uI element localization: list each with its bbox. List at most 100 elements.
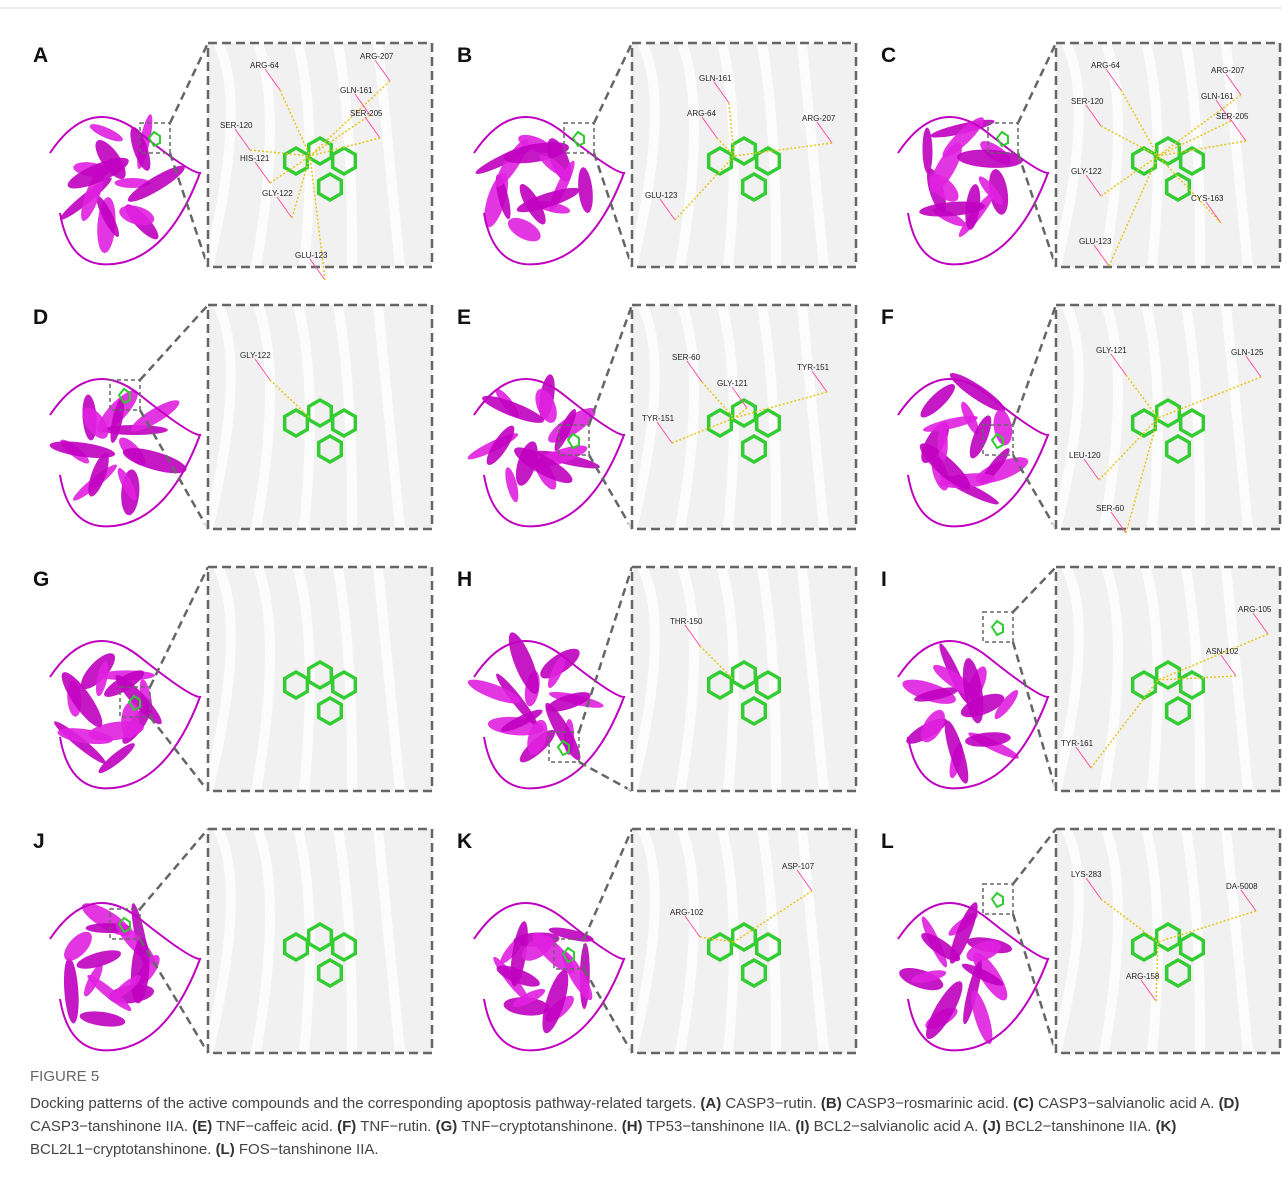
panel-letter: I xyxy=(881,568,887,591)
connector xyxy=(140,305,208,380)
caption-tag: (E) xyxy=(192,1118,212,1135)
residue-label: GLY-122 xyxy=(262,189,293,198)
residue-label: ASN-102 xyxy=(1206,647,1239,656)
caption-tag: (K) xyxy=(1156,1118,1177,1135)
connector xyxy=(594,153,632,267)
selection-box xyxy=(983,884,1013,914)
residue-label: DA-5008 xyxy=(1226,882,1258,891)
caption-tag: (F) xyxy=(337,1118,356,1135)
figure: A ARG-64 ARG-207 GLN-161 SER-205 SER-120 HIS-1… xyxy=(0,0,1282,1060)
protein-ribbon xyxy=(88,121,125,145)
caption-item: BCL2−tanshinone IIA. xyxy=(1005,1118,1151,1135)
caption-item: BCL2L1−cryptotanshinone. xyxy=(30,1141,211,1158)
panel: BGLN-161ARG-64ARG-207GLU-123 xyxy=(457,43,856,267)
panel: G xyxy=(33,567,432,791)
residue-label: TYR-151 xyxy=(797,363,830,372)
residue-label: GLN-161 xyxy=(699,74,732,83)
panel-letter: K xyxy=(457,830,472,853)
protein-ribbon xyxy=(940,718,973,785)
panel-letter: E xyxy=(457,306,471,329)
panel: C ARG-64 ARG-207 SER-120 GLN-161 SER-205 GLY-1… xyxy=(881,43,1280,267)
residue-label: GLN-161 xyxy=(1201,92,1234,101)
connector xyxy=(1013,305,1056,425)
connector xyxy=(170,153,208,267)
panel-letter: D xyxy=(33,306,48,329)
caption-tag: (C) xyxy=(1013,1095,1034,1112)
connector xyxy=(170,43,208,123)
connector xyxy=(1013,914,1056,1053)
residue-label: ARG-64 xyxy=(1091,61,1120,70)
panel-letter: A xyxy=(33,44,48,67)
caption-tag: (I) xyxy=(795,1118,809,1135)
protein-ribbon xyxy=(576,167,595,214)
connector xyxy=(1018,153,1056,267)
caption-item: CASP3−rutin. xyxy=(725,1095,816,1112)
selection-box xyxy=(983,612,1013,642)
residue-label: SER-120 xyxy=(1071,97,1104,106)
ligand-thumb xyxy=(992,893,1003,907)
residue-label: ASP-107 xyxy=(782,862,815,871)
residue-label: GLU-123 xyxy=(1079,237,1112,246)
residue-label: HIS-121 xyxy=(240,154,270,163)
caption-tag: (A) xyxy=(700,1095,721,1112)
connector xyxy=(584,829,632,939)
panel: H THR-150 xyxy=(457,567,856,791)
connector xyxy=(1013,642,1056,791)
residue-label: GLY-122 xyxy=(1071,167,1102,176)
panel: I ARG-105 ASN-102 TYR-161 xyxy=(881,567,1280,791)
residue-label: GLY-121 xyxy=(717,379,748,388)
residue-label: ARG-102 xyxy=(670,908,704,917)
caption-item: CASP3−rosmarinic acid. xyxy=(846,1095,1009,1112)
residue-label: GLY-121 xyxy=(1096,346,1127,355)
connector xyxy=(579,567,632,732)
residue-label: CYS-163 xyxy=(1191,194,1224,203)
residue-label: GLU-123 xyxy=(295,251,328,260)
residue-label: GLY-122 xyxy=(240,351,271,360)
residue-label: ARG-207 xyxy=(360,52,394,61)
residue-label: TYR-161 xyxy=(1061,739,1094,748)
caption-item: TNF−caffeic acid. xyxy=(216,1118,333,1135)
panel-letter: B xyxy=(457,44,472,67)
caption-tag: (L) xyxy=(216,1141,235,1158)
panel-letter: H xyxy=(457,568,472,591)
panel: K ASP-107 ARG-102 xyxy=(457,829,856,1053)
residue-label: ARG-207 xyxy=(1211,66,1245,75)
residue-label: SER-205 xyxy=(350,109,383,118)
caption-tag: (B) xyxy=(821,1095,842,1112)
connector xyxy=(1013,829,1056,884)
panel: FGLY-121GLN-125LEU-120SER-60 xyxy=(881,305,1280,533)
residue-label: TYR-151 xyxy=(642,414,675,423)
caption-item: CASP3−tanshinone IIA. xyxy=(30,1118,188,1135)
caption-item: TP53−tanshinone IIA. xyxy=(646,1118,791,1135)
caption-tag: (D) xyxy=(1219,1095,1240,1112)
residue-label: SER-60 xyxy=(1096,504,1125,513)
caption-tag: (G) xyxy=(436,1118,458,1135)
protein-ribbon xyxy=(967,988,997,1046)
panel-letter: G xyxy=(33,568,49,591)
page: A ARG-64 ARG-207 GLN-161 SER-205 SER-120 HIS-1… xyxy=(0,0,1282,1191)
residue-label: THR-150 xyxy=(670,617,703,626)
protein-ribbon xyxy=(957,148,1024,169)
caption-text: Docking patterns of the active compounds… xyxy=(30,1092,1260,1161)
caption-item: FOS−tanshinone IIA. xyxy=(239,1141,379,1158)
panel-letter: C xyxy=(881,44,896,67)
residue-label: LEU-120 xyxy=(1069,451,1101,460)
residue-label: GLN-125 xyxy=(1231,348,1264,357)
connector xyxy=(594,43,632,123)
caption-tag: (J) xyxy=(983,1118,1001,1135)
protein-loop xyxy=(50,117,200,264)
caption-label: FIGURE 5 xyxy=(30,1065,1260,1088)
residue-label: SER-205 xyxy=(1216,112,1249,121)
connector xyxy=(150,717,208,791)
caption-item: CASP3−salvianolic acid A. xyxy=(1038,1095,1214,1112)
residue-label: GLN-161 xyxy=(340,86,373,95)
caption-tag: (H) xyxy=(622,1118,643,1135)
connector xyxy=(589,305,632,425)
connector xyxy=(150,567,208,687)
residue-label: ARG-105 xyxy=(1238,605,1272,614)
residue-label: ARG-207 xyxy=(802,114,836,123)
residue-label: ARG-64 xyxy=(687,109,716,118)
connector xyxy=(579,762,632,791)
connector xyxy=(1018,43,1056,123)
